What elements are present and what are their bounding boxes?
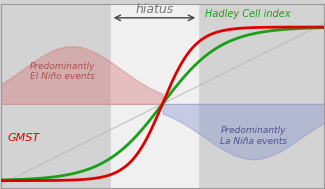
Bar: [111, 4, 198, 188]
Text: Predominantly
La Niña events: Predominantly La Niña events: [220, 126, 287, 146]
Text: Predominantly
El Niño events: Predominantly El Niño events: [30, 62, 95, 81]
Text: hiatus: hiatus: [135, 3, 174, 16]
Text: GMST: GMST: [7, 133, 39, 143]
Text: Hadley Cell index: Hadley Cell index: [204, 9, 290, 19]
